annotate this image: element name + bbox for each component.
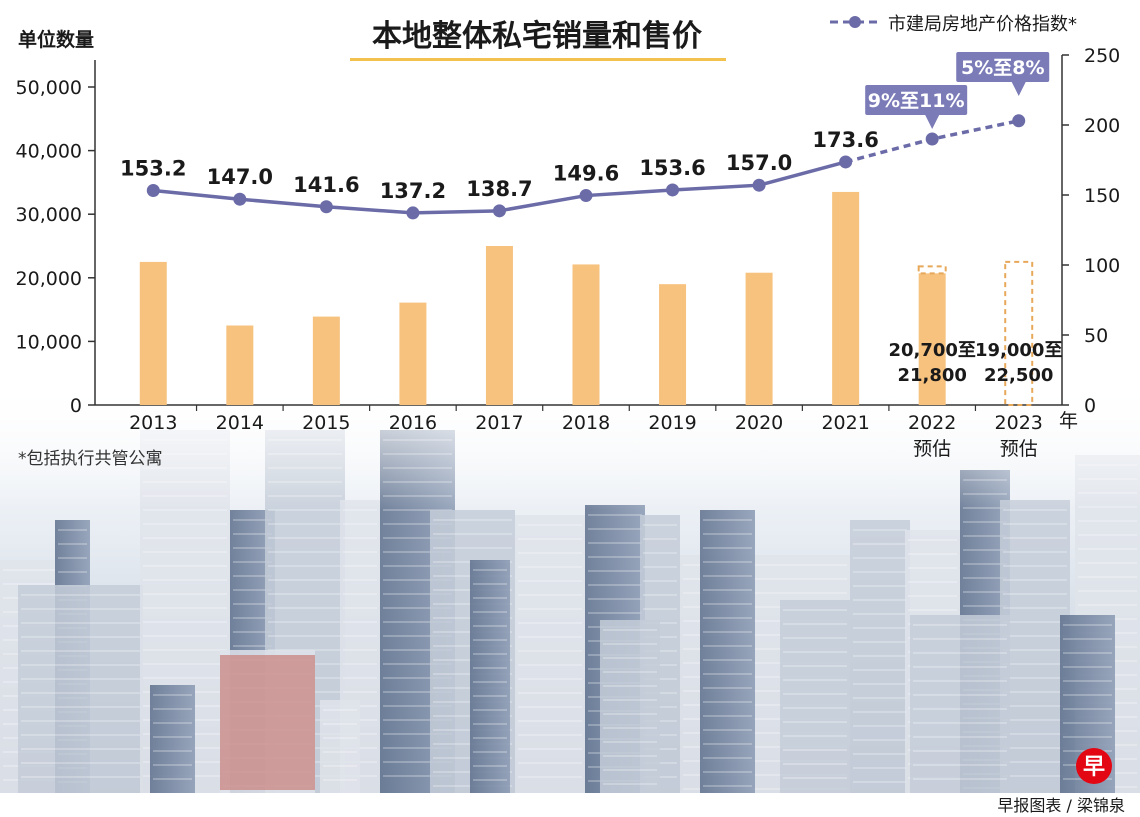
skyline-building [470, 560, 510, 800]
line-point [146, 184, 160, 198]
y-right-tick-label: 250 [1084, 45, 1120, 67]
bar-forecast [918, 273, 946, 405]
bar [226, 325, 254, 405]
bar [659, 284, 687, 405]
line-point [406, 206, 420, 220]
x-tick-label: 2016 [389, 412, 437, 434]
forecast-callout-box [865, 85, 968, 115]
legend-marker [849, 16, 861, 28]
line-data-label: 138.7 [466, 177, 532, 201]
line-data-label: 153.2 [120, 157, 186, 181]
y-left-tick-label: 0 [70, 395, 82, 417]
y-right-tick-label: 100 [1084, 255, 1120, 277]
line-point [492, 204, 506, 218]
chart-title: 本地整体私宅销量和售价 [372, 19, 702, 54]
legend: 市建局房地产价格指数* [830, 14, 1077, 35]
bar [572, 264, 600, 405]
footnote: *包括执行共管公寓 [18, 449, 163, 469]
bar-forecast-range [1004, 260, 1034, 406]
publisher-logo: 早 [1076, 748, 1112, 784]
bar-forecast-label: 20,700至 [888, 340, 975, 361]
publisher-logo-text: 早 [1083, 755, 1105, 780]
line-data-label: 157.0 [726, 151, 792, 175]
y-left-tick-label: 30,000 [16, 204, 82, 226]
credit-text: 早报图表 / 梁锦泉 [997, 796, 1125, 815]
skyline-building [150, 685, 195, 800]
x-tick-label: 2014 [216, 412, 264, 434]
x-tick-label: 2017 [475, 412, 523, 434]
y-right-tick-label: 200 [1084, 115, 1120, 137]
y-right-tick-label: 0 [1084, 395, 1096, 417]
title-underline [350, 58, 726, 61]
forecast-callout-text: 5%至8% [961, 57, 1045, 79]
skyline-building [220, 655, 315, 790]
x-tick-label: 2019 [648, 412, 696, 434]
x-tick-sublabel: 预估 [913, 438, 951, 460]
bar-forecast-label: 19,000至 [975, 340, 1062, 361]
bar [832, 191, 860, 405]
y-left-tick-label: 10,000 [16, 331, 82, 353]
line-point [1012, 114, 1026, 128]
x-tick-label: 2021 [821, 412, 869, 434]
line-data-label: 141.6 [293, 173, 359, 197]
x-axis-unit: 年 [1059, 410, 1078, 432]
credit-bar [0, 793, 1140, 817]
x-tick-label: 2022 [908, 412, 956, 434]
skyline-building [910, 615, 1010, 800]
y-left-tick-label: 20,000 [16, 268, 82, 290]
skyline-building [320, 700, 360, 800]
x-tick-label: 2018 [562, 412, 610, 434]
x-tick-sublabel: 预估 [1000, 438, 1038, 460]
line-point [579, 189, 593, 203]
line-data-label: 147.0 [207, 165, 273, 189]
y-left-tick-label: 40,000 [16, 141, 82, 163]
bar-forecast-label: 22,500 [984, 365, 1053, 386]
skyline-building [18, 585, 143, 800]
x-tick-label: 2023 [995, 412, 1043, 434]
x-tick-label: 2020 [735, 412, 783, 434]
y-left-tick-label: 50,000 [16, 77, 82, 99]
line-data-label: 149.6 [553, 162, 619, 186]
bar [312, 316, 340, 405]
line-point [666, 183, 680, 197]
y-right-tick-label: 150 [1084, 185, 1120, 207]
bar-forecast-range [917, 265, 947, 275]
line-data-label: 153.6 [639, 156, 705, 180]
forecast-callout-pointer [1011, 82, 1026, 96]
bar [139, 261, 167, 405]
line-point [839, 155, 853, 169]
line-point [319, 200, 333, 214]
skyline-building [515, 515, 585, 800]
line-data-label: 137.2 [380, 179, 446, 203]
skyline-building [1000, 500, 1070, 800]
skyline-building [700, 510, 755, 800]
line-point [925, 132, 939, 146]
x-tick-label: 2015 [302, 412, 350, 434]
skyline-building [600, 620, 660, 800]
skyline-building [850, 520, 910, 800]
plot-area: 0 10,000 20,000 30,000 40,000 50,000 0 50 100 150… [16, 45, 1121, 460]
forecast-callout-pointer [925, 115, 940, 129]
line-data-label: 173.6 [812, 128, 878, 152]
line-point [752, 178, 766, 192]
city-skyline-photo [0, 380, 1140, 800]
y-left-axis-label: 单位数量 [18, 28, 94, 51]
bar [399, 302, 427, 405]
y-right-tick-label: 50 [1084, 325, 1108, 347]
x-tick-label: 2013 [129, 412, 177, 434]
bar-forecast-label: 21,800 [897, 365, 966, 386]
forecast-callout-box [956, 52, 1050, 82]
line-point [233, 192, 247, 206]
forecast-callout-text: 9%至11% [868, 90, 965, 112]
legend-label: 市建局房地产价格指数* [888, 14, 1077, 35]
skyline-building [780, 600, 850, 800]
bar [745, 272, 773, 405]
bar [485, 246, 513, 405]
